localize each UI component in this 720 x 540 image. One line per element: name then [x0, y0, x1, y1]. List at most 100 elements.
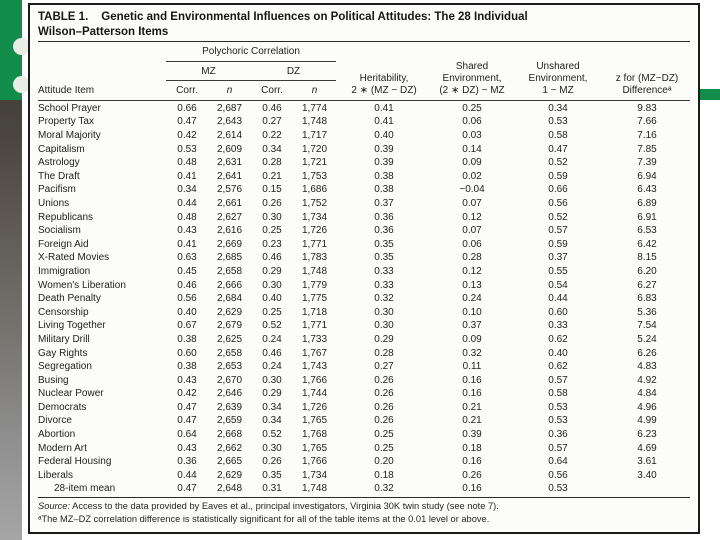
col-header-unshared-environment: Unshared Environment, 1 − MZ: [528, 61, 588, 97]
value-cell: 0.13: [462, 279, 482, 291]
value-cell: 0.27: [374, 361, 394, 373]
table-row: X-Rated Movies 0.63 2,685 0.46 1,783 0.35 0.28…: [38, 251, 690, 265]
value-cell: 1,726: [301, 225, 328, 237]
value-cell: 0.66: [548, 184, 568, 196]
value-cell: 0.58: [548, 130, 568, 142]
value-cell: 2,687: [208, 99, 251, 116]
attitude-item-cell: Foreign Aid: [38, 238, 89, 250]
value-cell: 0.22: [262, 130, 282, 142]
col-header-heritability: Heritability, 2 ∗ (MZ − DZ): [351, 73, 417, 97]
value-cell: 1,743: [301, 361, 328, 373]
value-cell: 0.52: [262, 429, 282, 441]
value-cell: 0.10: [462, 306, 482, 318]
accent-bar: [699, 89, 720, 100]
value-cell: 1,718: [301, 306, 328, 318]
value-cell: 0.57: [548, 374, 568, 386]
value-cell: 0.57: [548, 442, 568, 454]
value-cell: 0.06: [462, 238, 482, 250]
value-cell: 6.42: [637, 238, 657, 250]
value-cell: 0.32: [462, 347, 482, 359]
value-cell: 0.67: [177, 320, 197, 332]
value-cell: 0.36: [177, 456, 197, 468]
value-cell: 0.35: [374, 238, 394, 250]
value-cell: 5.24: [637, 333, 657, 345]
value-cell: 2,665: [216, 456, 243, 468]
table-row: School Prayer 0.66 2,687 0.46 1,774 0.41 0.25 0…: [38, 99, 691, 116]
value-cell: 2,669: [216, 238, 243, 250]
value-cell: 2,684: [216, 293, 243, 305]
attitude-item-cell: School Prayer: [38, 99, 166, 116]
value-cell: 0.34: [262, 401, 282, 413]
value-cell: 2,679: [216, 320, 243, 332]
value-cell: 0.36: [374, 225, 394, 237]
value-cell: 0.23: [262, 238, 282, 250]
value-cell: 4.92: [637, 374, 657, 386]
value-cell: 6.23: [637, 429, 657, 441]
table-row: Republicans 0.48 2,627 0.30 1,734 0.36 0.12 0.5…: [38, 211, 690, 225]
value-cell: 0.47: [548, 143, 568, 155]
table-row: Property Tax 0.47 2,643 0.27 1,748 0.41 0.06 0.…: [38, 115, 690, 129]
value-cell: 0.37: [548, 252, 568, 264]
value-cell: 7.85: [637, 143, 657, 155]
value-cell: 1,720: [301, 143, 328, 155]
value-cell: 0.07: [462, 197, 482, 209]
value-cell: 2,627: [216, 211, 243, 223]
table-title-line2: Wilson–Patterson Items: [38, 25, 169, 38]
value-cell: 0.53: [512, 482, 605, 499]
value-cell: 0.52: [548, 211, 568, 223]
value-cell: [604, 482, 691, 499]
value-cell: 2,646: [216, 388, 243, 400]
value-cell: 9.83: [604, 99, 691, 116]
value-cell: 0.32: [374, 293, 394, 305]
attitude-item-cell: Republicans: [38, 211, 94, 223]
value-cell: 0.33: [374, 279, 394, 291]
attitude-item-cell: Abortion: [38, 429, 76, 441]
value-cell: 2,641: [216, 170, 243, 182]
value-cell: 2,670: [216, 374, 243, 386]
value-cell: 2,662: [216, 442, 243, 454]
table-row: Death Penalty 0.56 2,684 0.40 1,775 0.32 0.24 0…: [38, 292, 690, 306]
value-cell: 2,658: [216, 347, 243, 359]
value-cell: 0.59: [548, 170, 568, 182]
attitude-item-cell: X-Rated Movies: [38, 252, 110, 264]
value-cell: 7.16: [637, 130, 657, 142]
value-cell: 0.53: [548, 415, 568, 427]
value-cell: 0.37: [374, 197, 394, 209]
value-cell: 5.36: [637, 306, 657, 318]
table-row: 28-item mean 0.47 2,648 0.31 1,748 0.32 0.16 0.…: [38, 482, 691, 499]
value-cell: 0.26: [262, 197, 282, 209]
table-row: Foreign Aid 0.41 2,669 0.23 1,771 0.35 0.06 0.5…: [38, 238, 690, 252]
value-cell: 6.91: [637, 211, 657, 223]
value-cell: 0.40: [177, 306, 197, 318]
value-cell: 0.60: [548, 306, 568, 318]
value-cell: 2,614: [216, 130, 243, 142]
value-cell: 6.53: [637, 225, 657, 237]
attitude-item-cell: Federal Housing: [38, 456, 112, 468]
table-row: Democrats 0.47 2,639 0.34 1,726 0.26 0.21 0.53 4…: [38, 401, 690, 415]
attitude-item-cell: Death Penalty: [38, 293, 101, 305]
value-cell: 0.56: [548, 469, 568, 481]
value-cell: 0.54: [548, 279, 568, 291]
value-cell: 0.37: [462, 320, 482, 332]
value-cell: 0.12: [462, 265, 482, 277]
value-cell: 1,717: [301, 130, 328, 142]
value-cell: 0.66: [166, 99, 208, 116]
value-cell: 0.26: [374, 388, 394, 400]
bullet-circle-icon: [13, 76, 30, 93]
value-cell: 0.52: [262, 320, 282, 332]
table-row: Abortion 0.64 2,668 0.52 1,768 0.25 0.39 0.36 6.…: [38, 428, 690, 442]
attitude-item-cell: Segregation: [38, 361, 92, 373]
table-row: Segregation 0.38 2,653 0.24 1,743 0.27 0.11 0.6…: [38, 360, 690, 374]
value-cell: 1,766: [301, 374, 328, 386]
value-cell: 0.16: [432, 482, 513, 499]
value-cell: 0.34: [262, 415, 282, 427]
value-cell: 3.61: [637, 456, 657, 468]
attitude-item-cell: Modern Art: [38, 442, 87, 454]
table-row: Capitalism 0.53 2,609 0.34 1,720 0.39 0.14 0.47…: [38, 143, 690, 157]
value-cell: 4.69: [637, 442, 657, 454]
value-cell: 1,686: [301, 184, 328, 196]
source-text: Access to the data provided by Eaves et …: [72, 501, 499, 512]
attitude-item-cell: Unions: [38, 197, 70, 209]
value-cell: 0.21: [262, 170, 282, 182]
value-cell: 0.47: [177, 415, 197, 427]
